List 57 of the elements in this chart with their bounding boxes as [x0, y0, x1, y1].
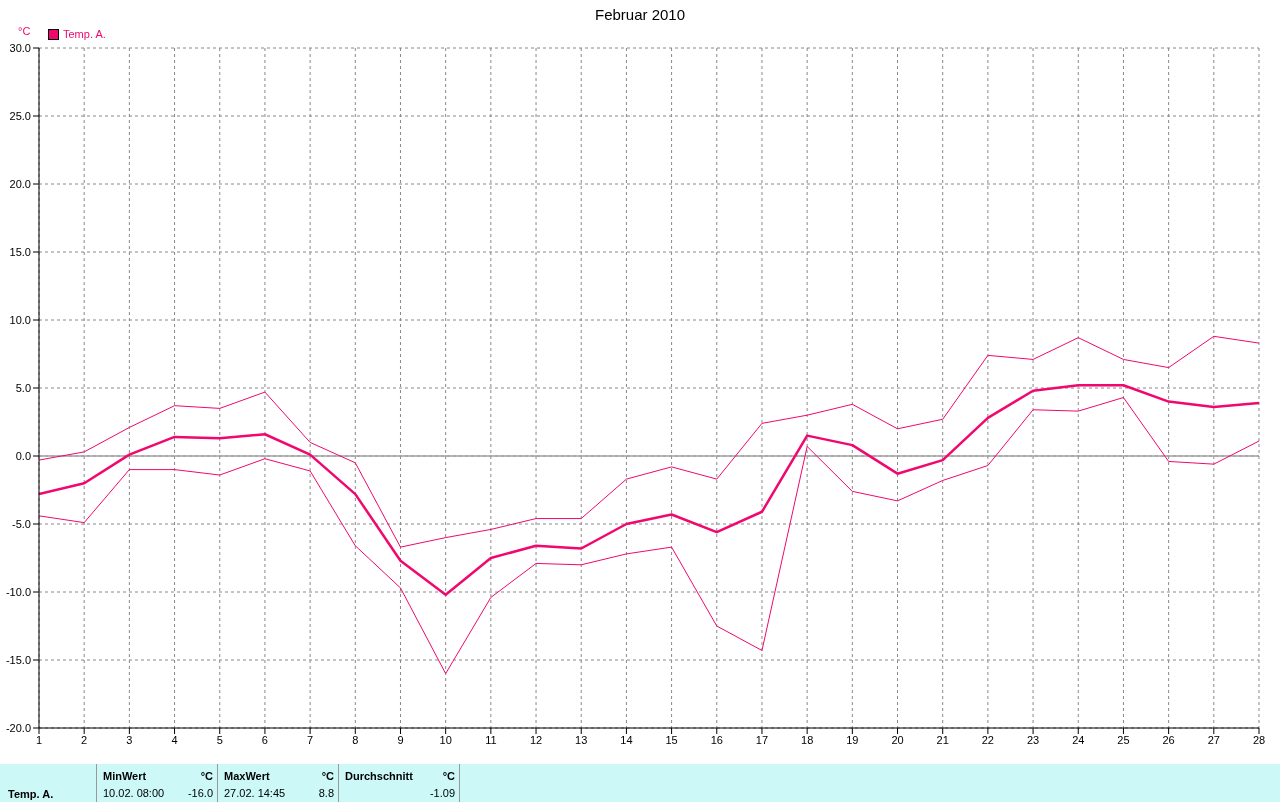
- line-series: [39, 397, 1259, 675]
- line-series: [39, 384, 1259, 596]
- x-tick-label: 13: [575, 733, 588, 746]
- text: MinWert: [103, 770, 148, 784]
- x-tick-label: 9: [397, 733, 404, 746]
- x-tick-label: 6: [261, 733, 268, 746]
- text: 10.02. 08:00: [103, 787, 166, 801]
- y-tick-label: -20.0: [5, 721, 31, 734]
- x-tick-label: 14: [620, 733, 633, 746]
- x-tick-label: 24: [1072, 733, 1085, 746]
- x-tick-label: 21: [936, 733, 949, 746]
- x-tick-label: 16: [710, 733, 723, 746]
- x-tick-label: 19: [846, 733, 859, 746]
- text: 27.02. 14:45: [224, 787, 287, 801]
- x-tick-label: 18: [801, 733, 814, 746]
- text: -16.0: [187, 787, 213, 801]
- text: °C: [441, 770, 455, 784]
- x-tick-label: 23: [1026, 733, 1040, 746]
- chart-title: Februar 2010: [593, 6, 687, 23]
- y-tick-label: 25.0: [9, 109, 31, 122]
- y-tick-label: 5.0: [15, 381, 31, 394]
- x-tick-label: 28: [1252, 733, 1266, 746]
- x-tick-label: 7: [307, 733, 314, 746]
- y-axis-title: °C: [18, 25, 31, 37]
- y-tick-label: -5.0: [12, 517, 31, 530]
- text: Durchschnitt: [345, 770, 414, 784]
- x-tick-label: 17: [755, 733, 769, 746]
- legend-label: Temp. A.: [62, 28, 106, 40]
- y-tick-label: -15.0: [5, 653, 31, 666]
- x-tick-label: 5: [216, 733, 223, 746]
- x-tick-label: 15: [665, 733, 678, 746]
- x-tick-label: 12: [529, 733, 543, 746]
- x-tick-label: 27: [1207, 733, 1220, 746]
- x-tick-label: 2: [81, 733, 88, 746]
- x-tick-label: 22: [981, 733, 995, 746]
- x-tick-label: 20: [891, 733, 904, 746]
- x-tick-label: 3: [126, 733, 133, 746]
- y-tick-label: 20.0: [9, 177, 31, 190]
- x-tick-label: 26: [1162, 733, 1175, 746]
- x-tick-label: 25: [1117, 733, 1130, 746]
- x-tick-label: 10: [439, 733, 452, 746]
- y-tick-label: 15.0: [9, 245, 31, 258]
- text: -1.09: [429, 787, 455, 801]
- y-tick-label: 0.0: [15, 449, 31, 462]
- x-tick-label: 1: [35, 733, 43, 746]
- line-series: [39, 335, 1259, 548]
- text: 8.8: [318, 787, 334, 801]
- y-tick-label: -10.0: [5, 585, 31, 598]
- text: °C: [320, 770, 334, 784]
- y-tick-label: 30.0: [9, 41, 31, 54]
- x-tick-label: 4: [171, 733, 178, 746]
- text: MaxWert: [224, 770, 271, 784]
- y-tick-label: 10.0: [9, 313, 31, 326]
- x-tick-label: 11: [485, 733, 497, 746]
- x-tick-label: 8: [352, 733, 359, 746]
- text: Temp. A.: [0, 764, 97, 802]
- text: °C: [199, 770, 213, 784]
